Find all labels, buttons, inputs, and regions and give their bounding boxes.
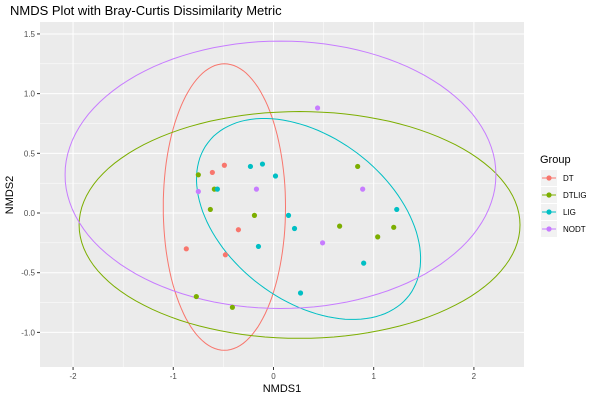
legend-label-nodt: NODT: [563, 225, 586, 234]
point-dtlig: [229, 304, 235, 310]
point-dtlig: [337, 223, 343, 229]
x-axis-title: NMDS1: [263, 383, 302, 395]
point-lig: [297, 290, 304, 296]
point-dtlig: [391, 224, 397, 230]
y-tick-label: 1.5: [24, 30, 36, 39]
x-tick-label: -2: [70, 372, 78, 381]
point-dt: [222, 252, 228, 258]
legend-key-point: [546, 192, 552, 198]
y-axis-title: NMDS2: [4, 176, 16, 215]
point-lig: [291, 225, 298, 232]
legend-key-point: [546, 209, 552, 215]
legend: Group DT DTLIG LIG NODT: [540, 154, 587, 237]
point-nodt: [253, 186, 260, 192]
point-lig: [259, 161, 266, 167]
point-lig: [272, 173, 279, 179]
point-dtlig: [355, 163, 361, 170]
point-nodt: [360, 186, 366, 192]
y-tick-label: 0.0: [24, 209, 36, 218]
point-lig: [247, 163, 254, 170]
point-dtlig: [195, 172, 201, 178]
point-lig: [394, 206, 400, 213]
point-nodt: [195, 188, 201, 195]
y-tick-label: 0.5: [24, 149, 36, 158]
y-tick-label: -0.5: [21, 269, 35, 278]
data-points: [183, 105, 400, 310]
confidence-ellipses: [64, 40, 521, 351]
ellipse-dtlig: [78, 110, 521, 339]
legend-label-dt: DT: [563, 174, 574, 183]
x-tick-label: 2: [472, 372, 477, 381]
legend-label-lig: LIG: [563, 208, 576, 217]
point-lig: [285, 212, 292, 218]
legend-label-dtlig: DTLIG: [563, 191, 587, 200]
point-dt: [235, 227, 242, 233]
point-dtlig: [193, 293, 199, 300]
point-lig: [255, 243, 262, 250]
y-axis: -1.0 -0.5 0.0 0.5 1.0 1.5: [21, 30, 40, 337]
point-nodt: [319, 240, 326, 246]
chart-title: NMDS Plot with Bray-Curtis Dissimilarity…: [10, 3, 282, 18]
legend-key-point: [546, 175, 552, 181]
minor-gridlines: [40, 22, 524, 367]
ellipse-lig: [195, 118, 422, 320]
point-dt: [221, 162, 227, 168]
point-lig: [214, 186, 220, 192]
legend-title: Group: [540, 154, 571, 166]
major-gridlines: [40, 22, 524, 367]
plot-panel: [40, 22, 524, 367]
ellipse-dt: [162, 63, 287, 351]
point-dt: [209, 169, 215, 176]
x-tick-label: 0: [271, 372, 276, 381]
point-lig: [361, 260, 367, 266]
point-dtlig: [251, 212, 258, 218]
x-tick-label: -1: [170, 372, 178, 381]
legend-items: DT DTLIG LIG NODT: [541, 170, 587, 237]
x-axis: -2 -1 0 1 2: [70, 367, 477, 381]
y-tick-label: -1.0: [21, 328, 35, 337]
x-tick-label: 1: [371, 372, 376, 381]
point-dtlig: [207, 206, 213, 213]
point-nodt: [314, 105, 321, 111]
point-dtlig: [375, 234, 381, 240]
ellipse-nodt: [64, 40, 497, 310]
legend-key-point: [546, 226, 552, 232]
point-dt: [183, 246, 189, 252]
y-tick-label: 1.0: [24, 90, 36, 99]
